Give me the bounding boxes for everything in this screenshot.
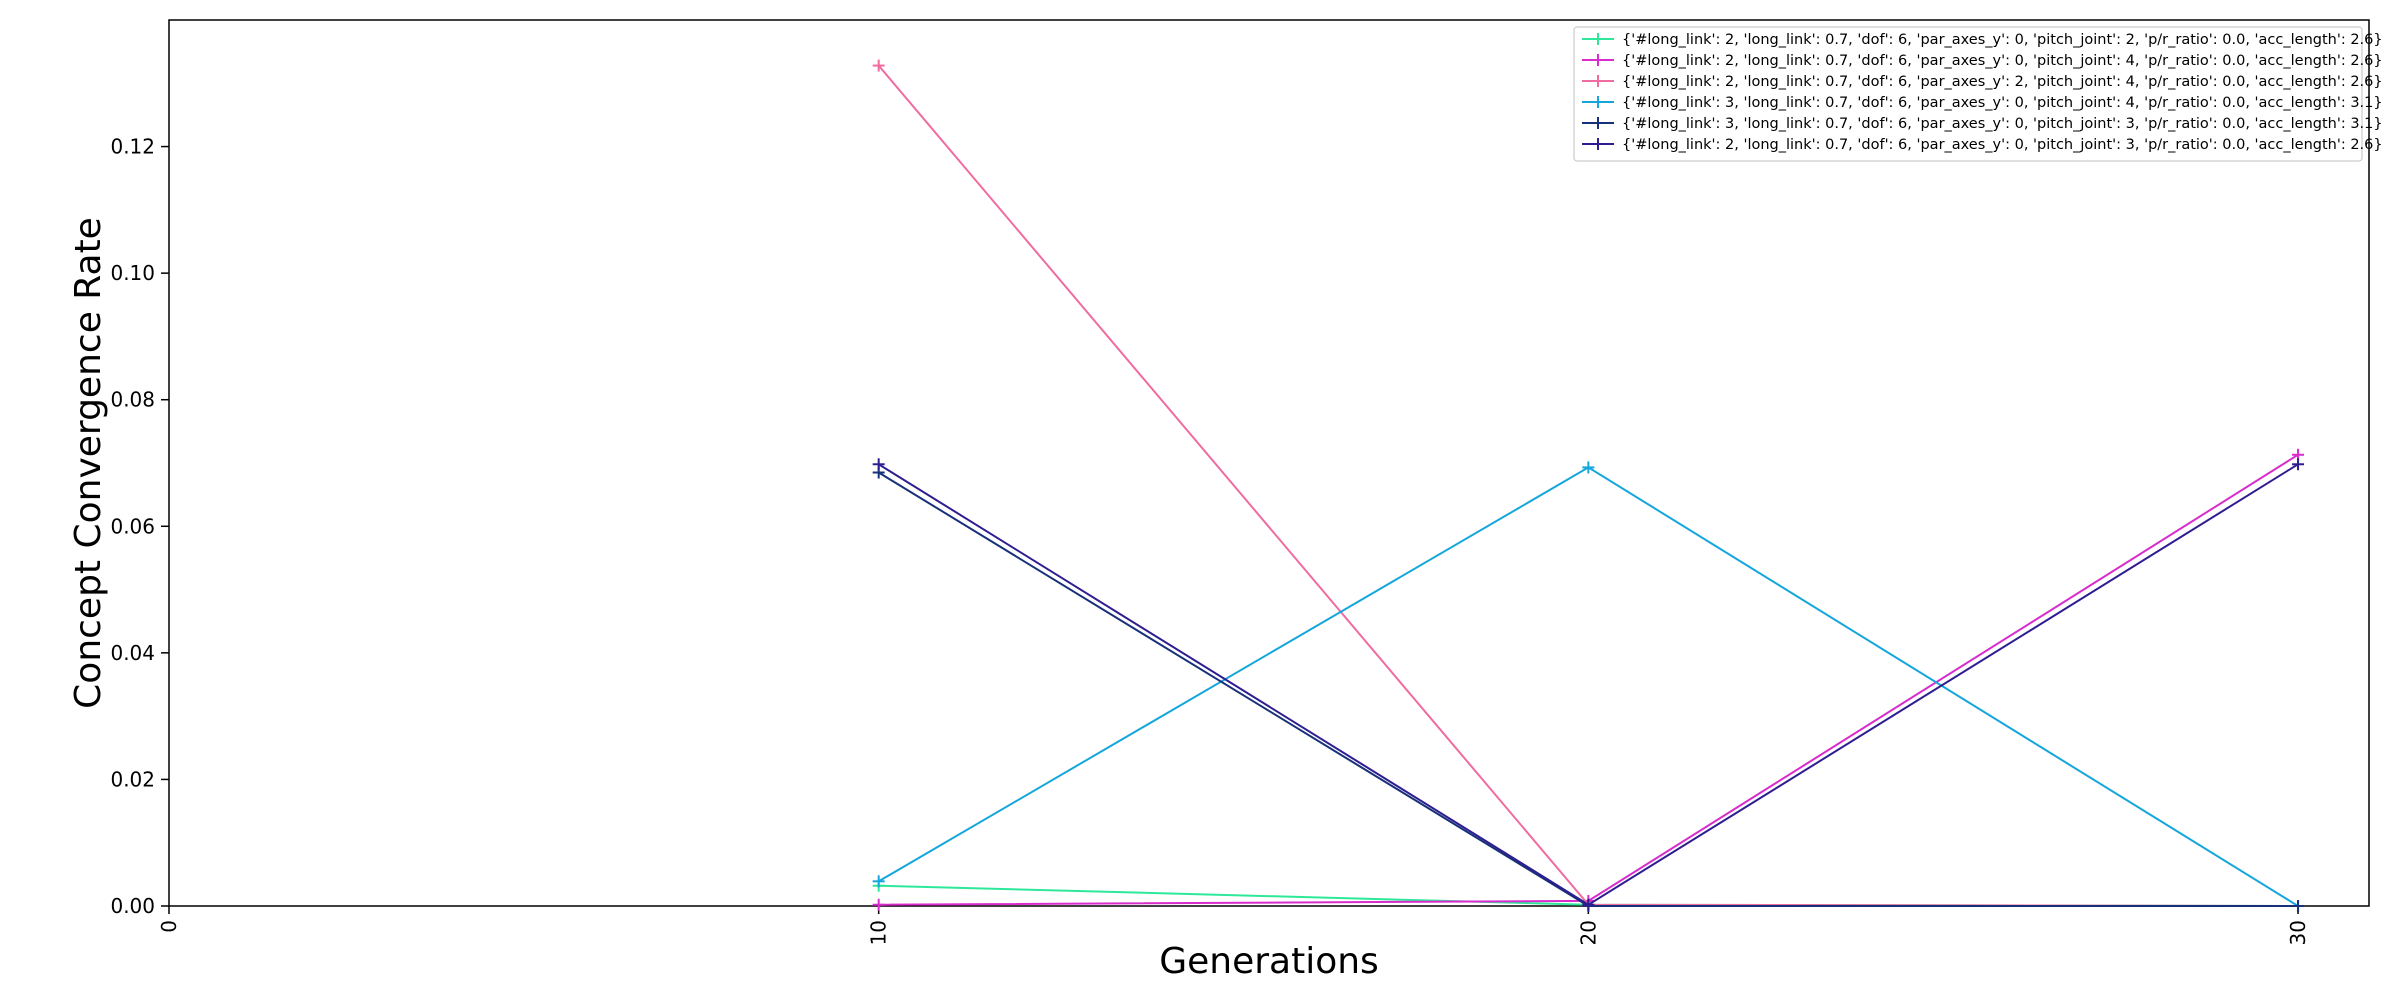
legend: {'#long_link': 2, 'long_link': 0.7, 'dof… (1573, 26, 2383, 162)
y-tick-label: 0.12 (110, 135, 155, 159)
y-tick-label: 0.08 (110, 388, 155, 412)
x-tick-label: 30 (2286, 920, 2310, 945)
x-tick-label: 20 (1576, 920, 1600, 945)
legend-label: {'#long_link': 2, 'long_link': 0.7, 'dof… (1622, 32, 2383, 48)
y-axis-label: Concept Convergence Rate (68, 217, 109, 709)
series-lines (872, 59, 2305, 912)
y-axis-ticks: 0.00 0.02 0.04 0.06 0.08 0.10 0.12 (110, 135, 169, 918)
y-tick-label: 0.06 (110, 514, 155, 538)
legend-frame (1573, 26, 2363, 162)
data-point-marker (1582, 898, 1595, 911)
y-tick-label: 0.00 (110, 894, 155, 918)
legend-label: {'#long_link': 2, 'long_link': 0.7, 'dof… (1622, 74, 2383, 90)
legend-label: {'#long_link': 2, 'long_link': 0.7, 'dof… (1622, 53, 2383, 69)
legend-item: {'#long_link': 2, 'long_link': 0.7, 'dof… (1582, 53, 2383, 69)
legend-item: {'#long_link': 3, 'long_link': 0.7, 'dof… (1582, 116, 2383, 132)
data-point-marker (872, 458, 885, 471)
data-point-marker (872, 898, 885, 911)
legend-label: {'#long_link': 2, 'long_link': 0.7, 'dof… (1622, 137, 2383, 153)
legend-label: {'#long_link': 3, 'long_link': 0.7, 'dof… (1622, 116, 2383, 132)
y-tick-label: 0.04 (110, 641, 155, 665)
data-point-marker (2292, 458, 2305, 471)
legend-label: {'#long_link': 3, 'long_link': 0.7, 'dof… (1622, 95, 2383, 111)
y-tick-label: 0.02 (110, 767, 155, 791)
x-axis-label: Generations (1159, 941, 1379, 982)
x-axis-ticks: 0 10 20 30 (157, 906, 2310, 945)
data-point-marker (1582, 461, 1595, 474)
plot-area (168, 19, 2370, 907)
y-tick-label: 0.10 (110, 261, 155, 285)
series-4 (872, 461, 2305, 912)
series-6 (872, 458, 2305, 911)
legend-item: {'#long_link': 2, 'long_link': 0.7, 'dof… (1582, 32, 2383, 48)
x-tick-label: 0 (157, 920, 181, 933)
x-tick-label: 10 (867, 920, 891, 945)
legend-item: {'#long_link': 3, 'long_link': 0.7, 'dof… (1582, 95, 2383, 111)
data-point-marker (872, 875, 885, 888)
legend-item: {'#long_link': 2, 'long_link': 0.7, 'dof… (1582, 137, 2383, 153)
data-point-marker (872, 59, 885, 72)
legend-item: {'#long_link': 2, 'long_link': 0.7, 'dof… (1582, 74, 2383, 90)
data-point-marker (2292, 900, 2305, 912)
